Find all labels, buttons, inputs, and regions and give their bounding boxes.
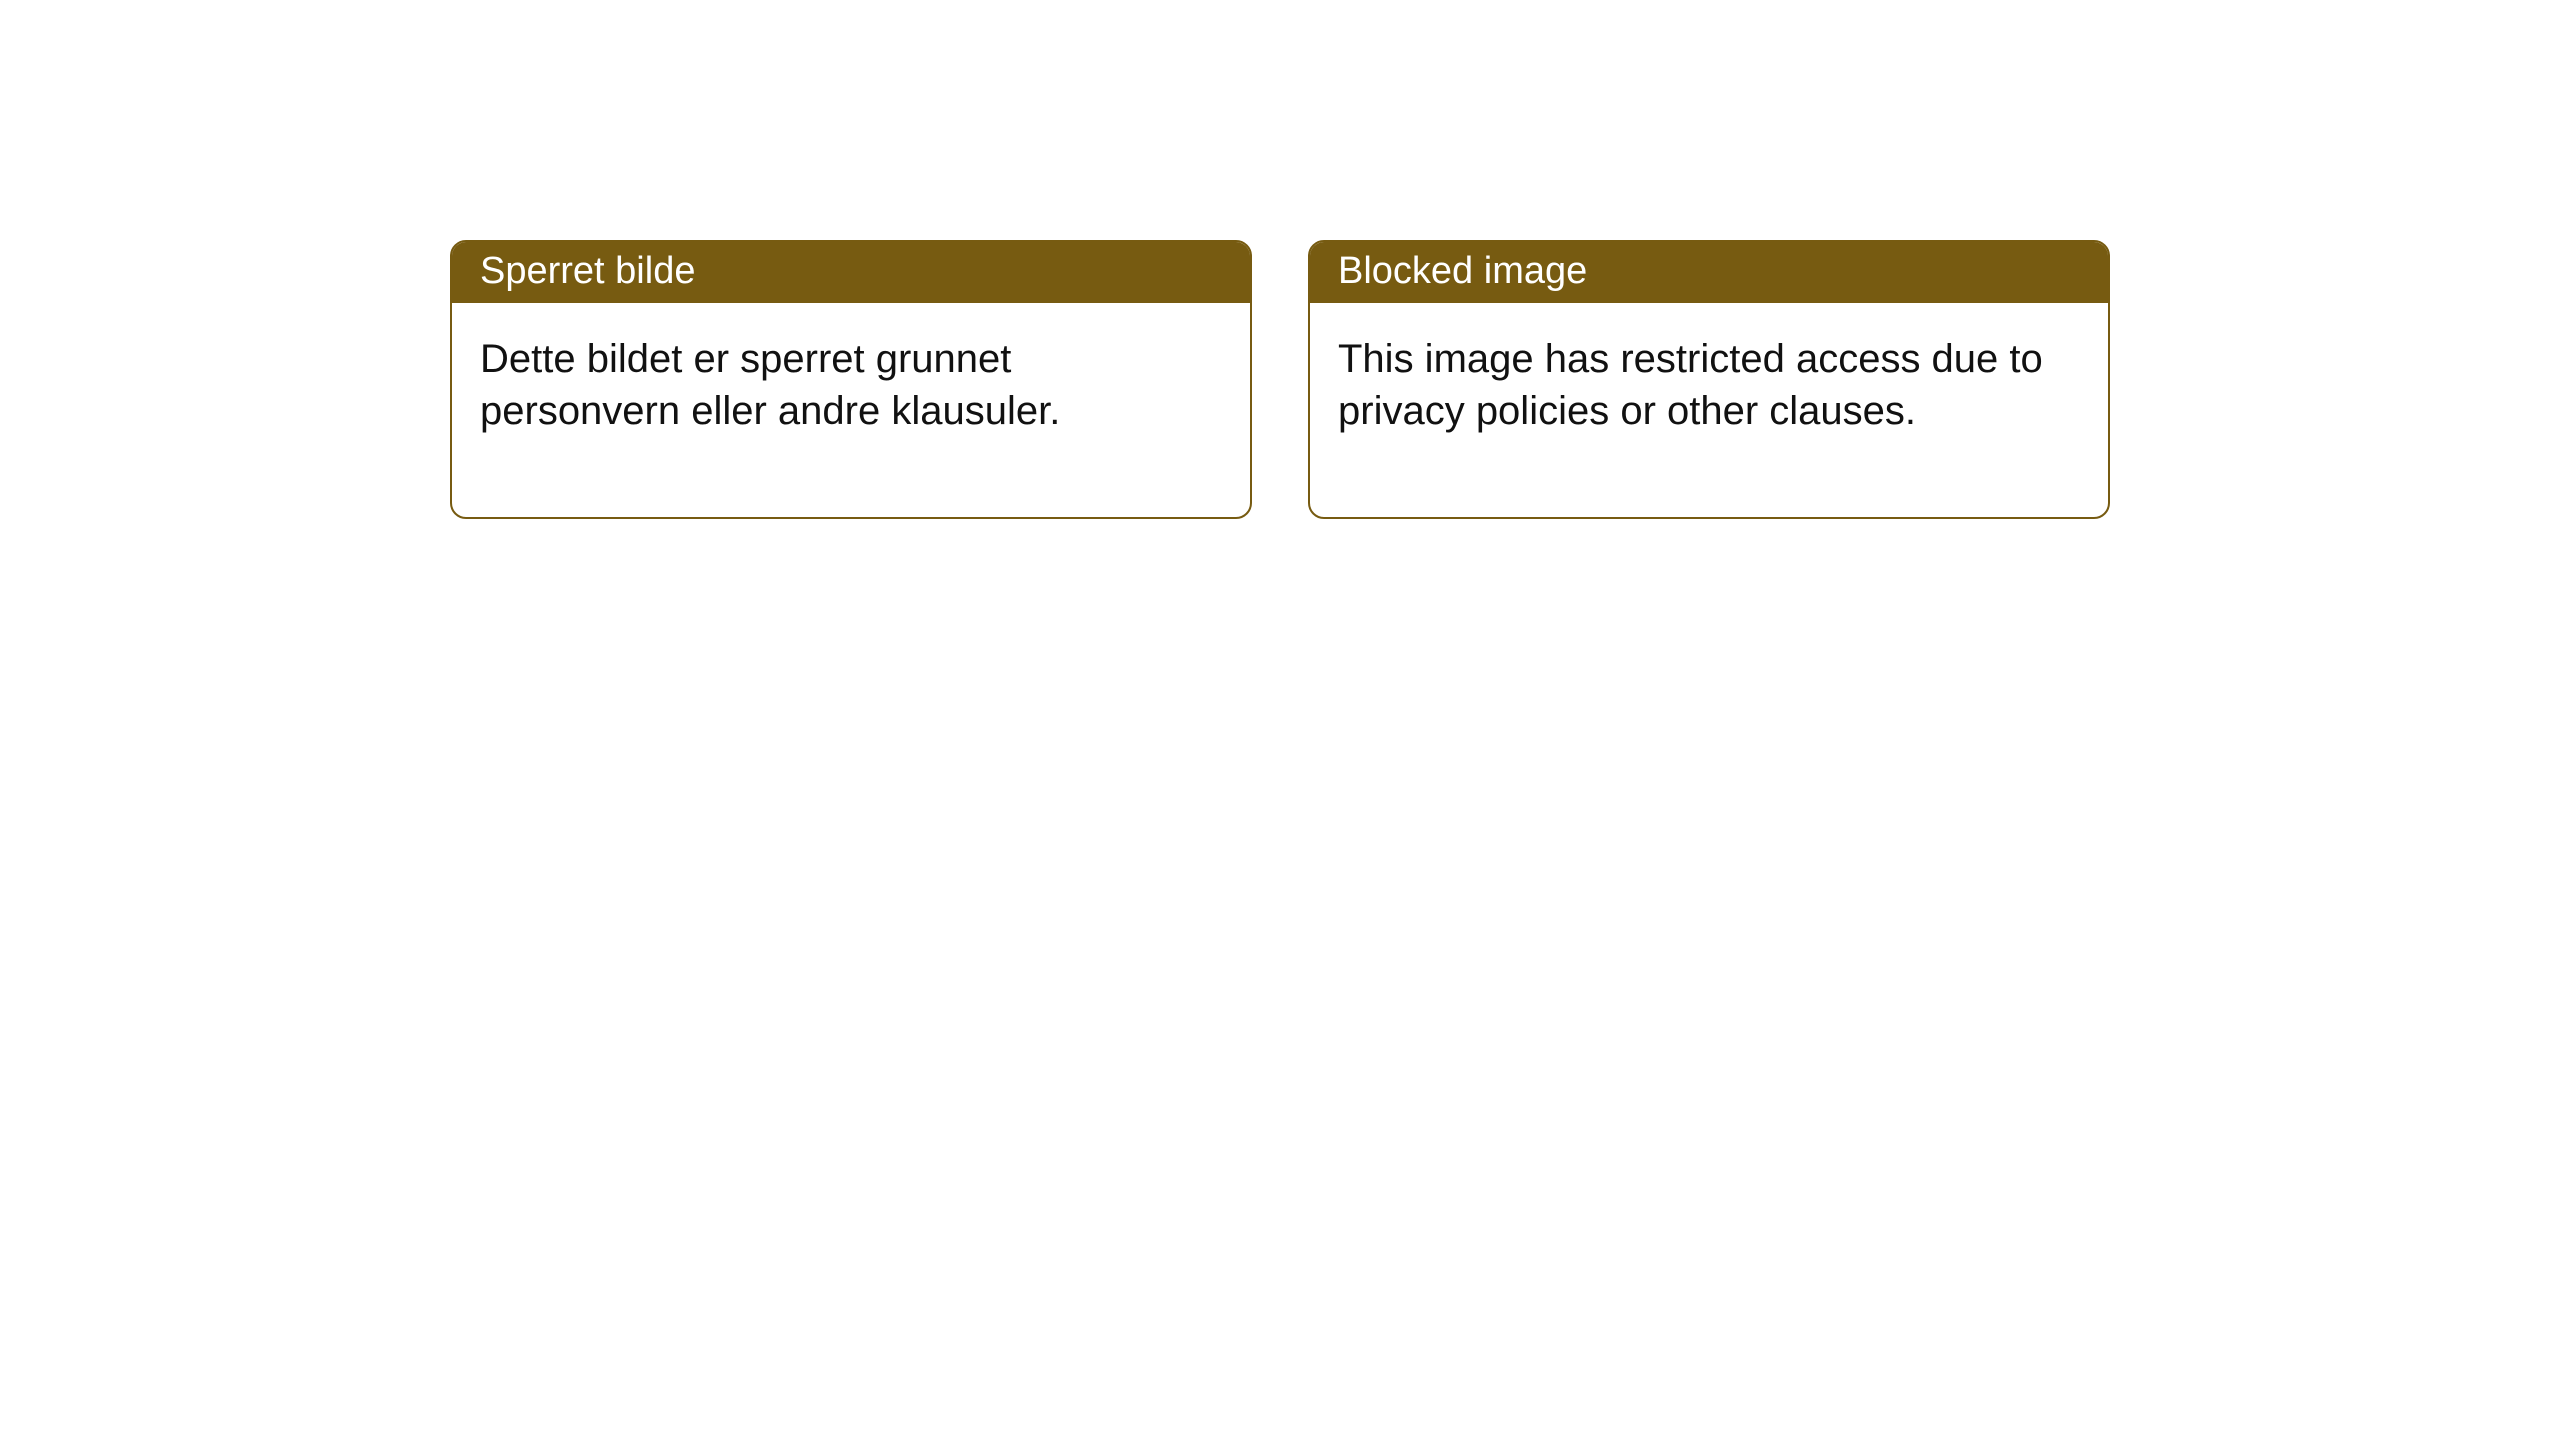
notice-card-norwegian: Sperret bilde Dette bildet er sperret gr…: [450, 240, 1252, 519]
notice-title: Blocked image: [1310, 242, 2108, 303]
notice-body-text: Dette bildet er sperret grunnet personve…: [452, 303, 1250, 517]
notice-body-text: This image has restricted access due to …: [1310, 303, 2108, 517]
notice-container: Sperret bilde Dette bildet er sperret gr…: [0, 0, 2560, 519]
notice-title: Sperret bilde: [452, 242, 1250, 303]
notice-card-english: Blocked image This image has restricted …: [1308, 240, 2110, 519]
